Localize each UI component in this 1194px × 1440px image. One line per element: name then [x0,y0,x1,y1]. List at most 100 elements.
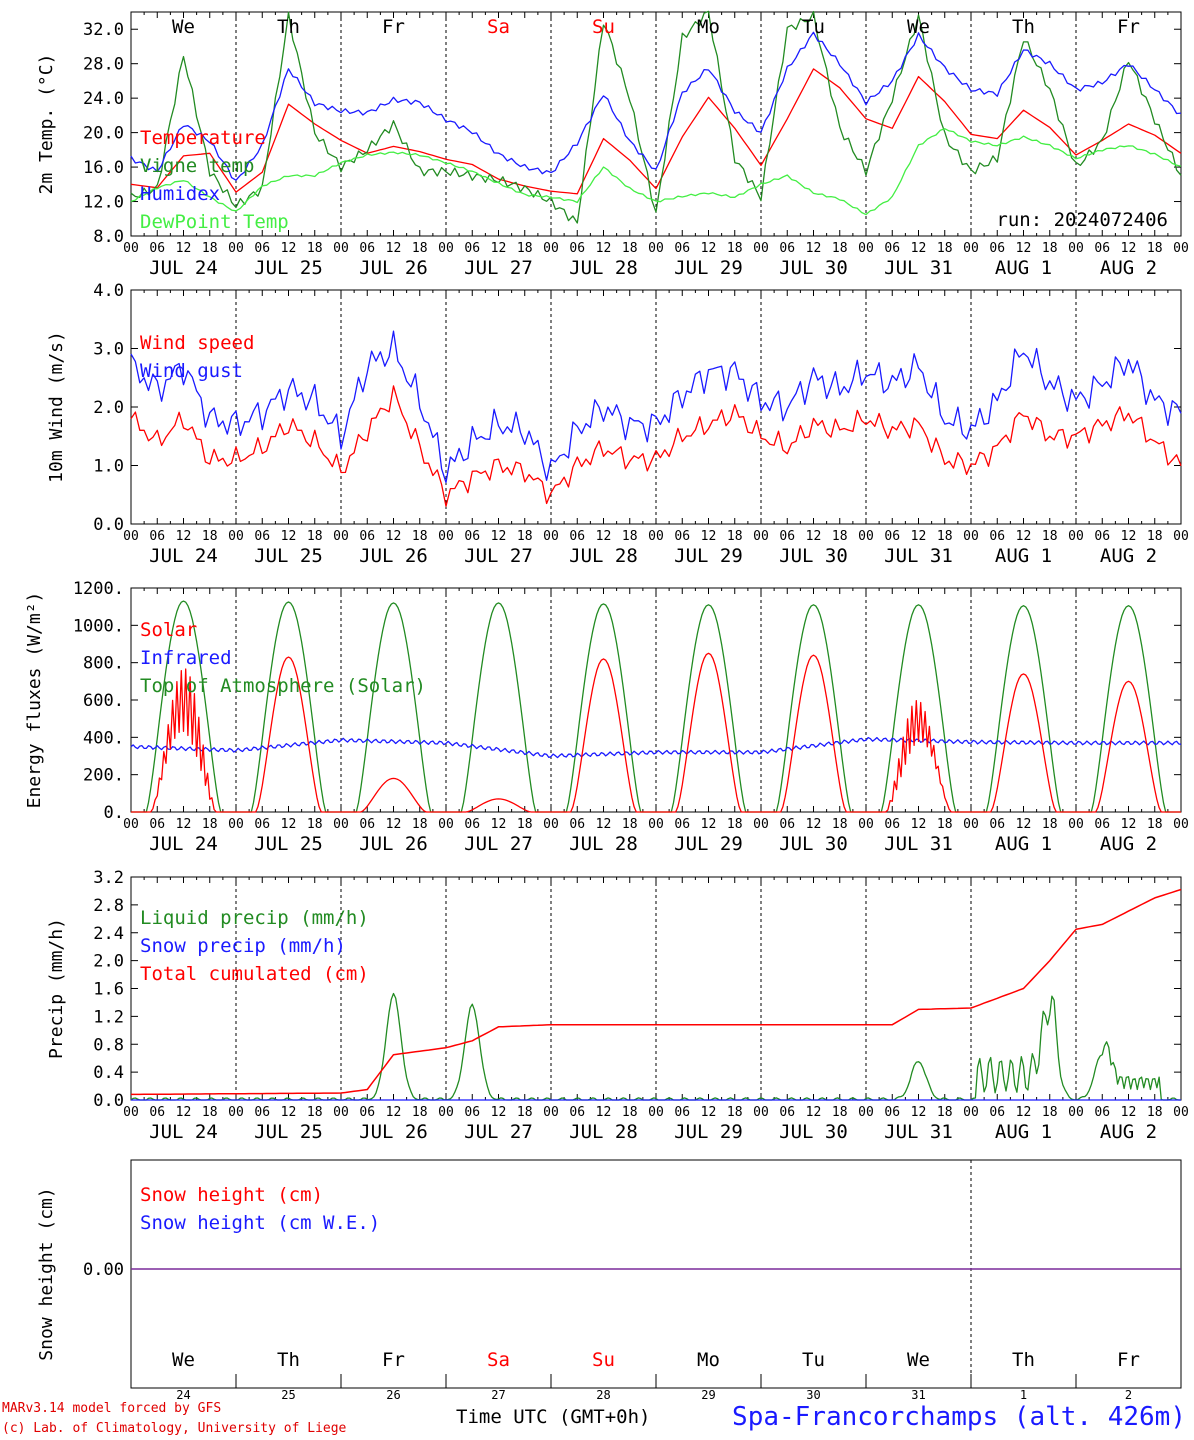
temp-x-day-label: JUL 25 [254,257,323,279]
temp-x-hour-label: 00 [333,241,349,256]
temp-x-hour-label: 06 [254,241,270,256]
wind-x-hour-label: 12 [176,529,192,544]
wind-x-hour-label: 06 [254,529,270,544]
precip-y-tick-label: 0.0 [93,1091,124,1111]
energy-x-day-label: JUL 28 [569,833,638,855]
wind-x-day-label: JUL 30 [779,545,848,567]
temp-x-day-label: JUL 31 [884,257,953,279]
temp-series-lightgreen [130,128,1182,216]
temp-weekday-label: Fr [1117,16,1140,38]
wind-x-hour-label: 18 [622,529,638,544]
precip-x-day-label: AUG 1 [995,1121,1052,1143]
precip-x-hour-label: 12 [1016,1105,1032,1120]
precip-x-hour-label: 18 [1147,1105,1163,1120]
energy-x-hour-label: 00 [543,817,559,832]
energy-x-hour-label: 18 [832,817,848,832]
precip-x-hour-label: 06 [884,1105,900,1120]
precip-legend-2: Snow precip (mm/h) [140,935,346,957]
snow-legend-1: Snow height (cm) [140,1184,323,1206]
temp-legend-3: Humidex [140,183,220,205]
energy-x-day-label: JUL 26 [359,833,428,855]
credit-model: MARv3.14 model forced by GFS [2,1401,222,1416]
precip-x-hour-label: 18 [727,1105,743,1120]
energy-x-hour-label: 12 [386,817,402,832]
temp-frame [130,11,1182,237]
wind-x-hour-label: 18 [202,529,218,544]
wind-x-hour-label: 12 [386,529,402,544]
precip-x-hour-label: 06 [254,1105,270,1120]
energy-x-hour-label: 00 [648,817,664,832]
energy-x-day-label: JUL 30 [779,833,848,855]
run-annotation: run: 2024072406 [996,209,1168,231]
precip-x-hour-label: 00 [123,1105,139,1120]
energy-x-hour-label: 18 [937,817,953,832]
wind-x-hour-label: 12 [491,529,507,544]
snow-weekday-label: Mo [697,1349,720,1371]
precip-y-tick-label: 0.8 [93,1035,124,1055]
energy-y-tick-label: 1200. [73,579,124,599]
wind-y-tick-label: 2.0 [93,398,124,418]
energy-x-day-label: JUL 25 [254,833,323,855]
energy-y-tick-label: 0. [104,803,124,823]
temp-x-hour-label: 12 [176,241,192,256]
wind-x-hour-label: 12 [281,529,297,544]
precip-y-axis-label: Precip (mm/h) [46,918,67,1059]
energy-x-hour-label: 00 [333,817,349,832]
temp-weekday-label: Tu [802,16,825,38]
energy-x-day-label: JUL 27 [464,833,533,855]
precip-y-tick-label: 1.2 [93,1007,124,1027]
temp-y-tick-label: 16.0 [83,158,124,178]
energy-x-hour-label: 18 [517,817,533,832]
precip-x-hour-label: 00 [963,1105,979,1120]
snow-weekday-label: Sa [487,1349,510,1371]
temp-x-hour-label: 12 [491,241,507,256]
wind-x-hour-label: 00 [333,529,349,544]
precip-x-hour-label: 00 [858,1105,874,1120]
precip-x-hour-label: 00 [228,1105,244,1120]
temp-x-day-label: AUG 2 [1100,257,1157,279]
snow-weekday-label: Fr [382,1349,405,1371]
wind-x-hour-label: 06 [989,529,1005,544]
wind-y-axis-label: 10m Wind (m/s) [46,331,67,483]
temp-y-tick-label: 32.0 [83,20,124,40]
energy-x-hour-label: 00 [123,817,139,832]
energy-series-solar [131,652,1181,813]
energy-y-tick-label: 1000. [73,616,124,636]
wind-x-hour-label: 00 [438,529,454,544]
energy-x-day-label: AUG 2 [1100,833,1157,855]
wind-x-day-label: JUL 31 [884,545,953,567]
wind-x-hour-label: 12 [911,529,927,544]
precip-x-hour-label: 06 [674,1105,690,1120]
wind-x-day-label: JUL 27 [464,545,533,567]
snow-weekday-label: Tu [802,1349,825,1371]
temp-x-hour-label: 18 [622,241,638,256]
temp-y-tick-label: 12.0 [83,193,124,213]
precip-legend-1: Liquid precip (mm/h) [140,907,369,929]
precip-x-hour-label: 18 [1042,1105,1058,1120]
temp-weekday-label: Th [1012,16,1035,38]
meteogram: 8.012.016.020.024.028.032.0 We Th Fr Sa Su Mo T… [24,10,1189,1400]
precip-y-tick-label: 0.4 [93,1063,124,1083]
wind-x-hour-label: 00 [1068,529,1084,544]
wind-x-hour-label: 00 [123,529,139,544]
temp-x-hour-label: 18 [412,241,428,256]
energy-legend-2: Infrared [140,647,232,669]
precip-series-total-cumulated [131,888,1182,1096]
temp-x-hour-label: 12 [596,241,612,256]
temp-x-day-label: JUL 26 [359,257,428,279]
temp-series-blue [130,31,1182,181]
energy-x-hour-label: 06 [1094,817,1110,832]
precip-x-hour-label: 00 [753,1105,769,1120]
wind-x-hour-label: 06 [359,529,375,544]
energy-x-hour-label: 06 [464,817,480,832]
snow-day-number: 1 [1020,1388,1027,1400]
precip-x-hour-label: 00 [1173,1105,1189,1120]
wind-x-hour-label: 18 [412,529,428,544]
precip-x-hour-label: 06 [569,1105,585,1120]
wind-legend-1: Wind speed [140,332,254,354]
snow-y-axis-label: Snow height (cm) [36,1187,57,1360]
snow-weekday-label: Fr [1117,1349,1140,1371]
temp-y-axis-label: 2m Temp. (°C) [36,54,57,195]
energy-legend-3: Top of Atmosphere (Solar) [140,675,426,697]
precip-y-tick-label: 3.2 [93,868,124,888]
